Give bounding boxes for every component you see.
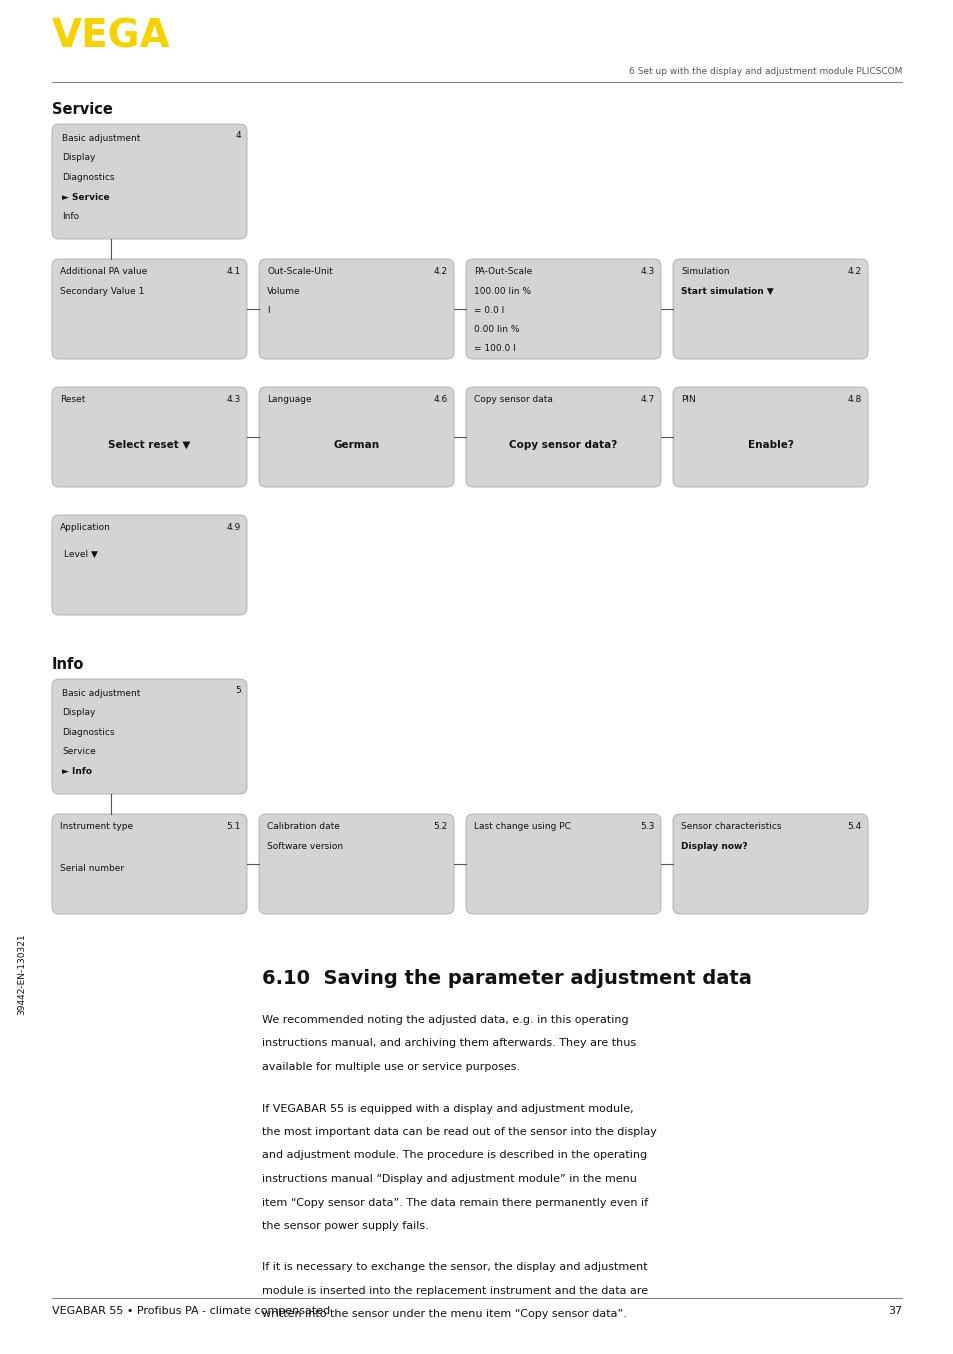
Text: = 100.0 l: = 100.0 l (474, 344, 516, 353)
Text: 4.3: 4.3 (227, 395, 241, 403)
Text: available for multiple use or service purposes.: available for multiple use or service pu… (262, 1062, 519, 1072)
FancyBboxPatch shape (258, 259, 454, 359)
Text: 4.2: 4.2 (847, 267, 862, 276)
Text: Copy sensor data?: Copy sensor data? (509, 440, 617, 450)
Text: Calibration date: Calibration date (267, 822, 339, 831)
Text: the sensor power supply fails.: the sensor power supply fails. (262, 1221, 428, 1231)
Text: ► Service: ► Service (62, 192, 110, 202)
Text: Service: Service (62, 747, 95, 757)
Text: and adjustment module. The procedure is described in the operating: and adjustment module. The procedure is … (262, 1151, 646, 1160)
FancyBboxPatch shape (52, 814, 247, 914)
Text: Basic adjustment: Basic adjustment (62, 134, 140, 144)
FancyBboxPatch shape (52, 125, 247, 240)
Text: 0.00 lin %: 0.00 lin % (474, 325, 519, 334)
FancyBboxPatch shape (672, 814, 867, 914)
Text: Additional PA value: Additional PA value (60, 267, 147, 276)
Text: ► Info: ► Info (62, 766, 91, 776)
Text: 39442-EN-130321: 39442-EN-130321 (17, 933, 27, 1014)
Text: 5: 5 (235, 686, 241, 695)
Text: Level ▼: Level ▼ (64, 550, 98, 559)
FancyBboxPatch shape (258, 814, 454, 914)
Text: item “Copy sensor data”. The data remain there permanently even if: item “Copy sensor data”. The data remain… (262, 1197, 647, 1208)
Text: Basic adjustment: Basic adjustment (62, 689, 140, 699)
Text: Select reset ▼: Select reset ▼ (109, 440, 191, 450)
Text: Enable?: Enable? (747, 440, 793, 450)
Text: 5.2: 5.2 (434, 822, 448, 831)
Text: Info: Info (62, 213, 79, 221)
Text: Reset: Reset (60, 395, 85, 403)
Text: Sensor characteristics: Sensor characteristics (680, 822, 781, 831)
Text: Simulation: Simulation (680, 267, 729, 276)
Text: Display: Display (62, 153, 95, 162)
Text: If VEGABAR 55 is equipped with a display and adjustment module,: If VEGABAR 55 is equipped with a display… (262, 1104, 633, 1113)
FancyBboxPatch shape (52, 387, 247, 487)
Text: Diagnostics: Diagnostics (62, 728, 114, 737)
Text: 4.3: 4.3 (640, 267, 655, 276)
Text: the most important data can be read out of the sensor into the display: the most important data can be read out … (262, 1127, 657, 1137)
Text: instructions manual, and archiving them afterwards. They are thus: instructions manual, and archiving them … (262, 1039, 636, 1048)
Text: Service: Service (52, 102, 112, 116)
Text: Instrument type: Instrument type (60, 822, 133, 831)
Text: written into the sensor under the menu item “Copy sensor data”.: written into the sensor under the menu i… (262, 1309, 626, 1320)
Text: VEGA: VEGA (52, 18, 171, 56)
Text: module is inserted into the replacement instrument and the data are: module is inserted into the replacement … (262, 1286, 647, 1296)
Text: 4.2: 4.2 (434, 267, 448, 276)
Text: Info: Info (52, 657, 84, 672)
Text: PIN: PIN (680, 395, 695, 403)
Text: Last change using PC: Last change using PC (474, 822, 570, 831)
Text: 4.1: 4.1 (227, 267, 241, 276)
Text: Language: Language (267, 395, 312, 403)
Text: instructions manual “Display and adjustment module” in the menu: instructions manual “Display and adjustm… (262, 1174, 637, 1183)
Text: 4.8: 4.8 (847, 395, 862, 403)
Text: 4: 4 (235, 131, 241, 139)
Text: Diagnostics: Diagnostics (62, 173, 114, 181)
FancyBboxPatch shape (258, 387, 454, 487)
Text: If it is necessary to exchange the sensor, the display and adjustment: If it is necessary to exchange the senso… (262, 1262, 647, 1273)
Text: Start simulation ▼: Start simulation ▼ (680, 287, 773, 297)
Text: 6 Set up with the display and adjustment module PLICSCOM: 6 Set up with the display and adjustment… (628, 66, 901, 76)
Text: 37: 37 (887, 1307, 901, 1316)
FancyBboxPatch shape (672, 259, 867, 359)
Text: VEGABAR 55 • Profibus PA - climate compensated: VEGABAR 55 • Profibus PA - climate compe… (52, 1307, 330, 1316)
Text: 100.00 lin %: 100.00 lin % (474, 287, 531, 297)
Text: Display: Display (62, 708, 95, 718)
FancyBboxPatch shape (52, 678, 247, 793)
Text: 4.7: 4.7 (640, 395, 655, 403)
FancyBboxPatch shape (672, 387, 867, 487)
Text: = 0.0 l: = 0.0 l (474, 306, 504, 315)
FancyBboxPatch shape (465, 387, 660, 487)
Text: Volume: Volume (267, 287, 300, 297)
FancyBboxPatch shape (465, 259, 660, 359)
Text: 4.9: 4.9 (227, 523, 241, 532)
Text: 5.3: 5.3 (640, 822, 655, 831)
Text: Software version: Software version (267, 842, 343, 852)
Text: 4.6: 4.6 (434, 395, 448, 403)
FancyBboxPatch shape (52, 259, 247, 359)
Text: 5.1: 5.1 (227, 822, 241, 831)
Text: Display now?: Display now? (680, 842, 747, 852)
Text: Secondary Value 1: Secondary Value 1 (60, 287, 144, 297)
FancyBboxPatch shape (465, 814, 660, 914)
Text: Copy sensor data: Copy sensor data (474, 395, 553, 403)
Text: Out-Scale-Unit: Out-Scale-Unit (267, 267, 333, 276)
Text: l: l (267, 306, 270, 315)
Text: PA-Out-Scale: PA-Out-Scale (474, 267, 532, 276)
Text: 6.10  Saving the parameter adjustment data: 6.10 Saving the parameter adjustment dat… (262, 969, 751, 988)
Text: 5.4: 5.4 (847, 822, 862, 831)
Text: German: German (334, 440, 379, 450)
FancyBboxPatch shape (52, 515, 247, 615)
Text: Application: Application (60, 523, 111, 532)
Text: Serial number: Serial number (60, 864, 124, 873)
Text: We recommended noting the adjusted data, e.g. in this operating: We recommended noting the adjusted data,… (262, 1016, 628, 1025)
